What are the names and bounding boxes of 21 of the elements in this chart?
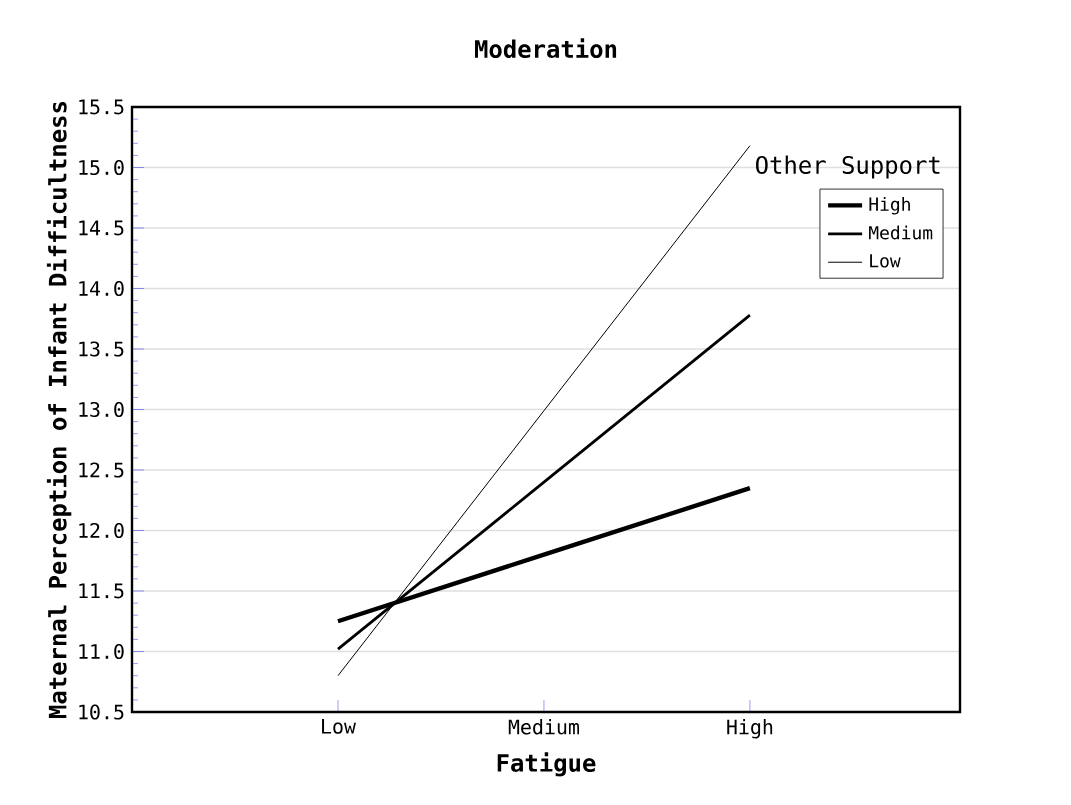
- chart-title: Moderation: [475, 38, 617, 59]
- y-tick-label: 11.0: [79, 643, 124, 660]
- x-tick-label: Medium: [508, 719, 579, 735]
- y-tick-label: 14.5: [79, 220, 124, 236]
- legend-label: High: [869, 197, 910, 215]
- y-tick-label: 15.5: [79, 99, 124, 115]
- legend-label: Medium: [869, 225, 933, 240]
- y-tick-label: 14.0: [79, 280, 124, 297]
- y-tick-label: 11.5: [79, 583, 124, 599]
- y-tick-label: 13.0: [79, 401, 124, 418]
- x-tick-label: High: [727, 719, 773, 739]
- legend-title: Other Support: [756, 155, 940, 179]
- y-tick-label: 12.0: [79, 522, 124, 539]
- y-tick-label: 12.5: [79, 462, 124, 478]
- x-axis-title: Fatigue: [497, 752, 596, 777]
- y-tick-label: 10.5: [79, 704, 124, 720]
- x-tick-label: Low: [322, 719, 356, 734]
- y-tick-label: 15.0: [79, 159, 124, 176]
- y-axis-title: Maternal Perception of Infant Difficultness: [46, 101, 72, 719]
- y-tick-label: 13.5: [79, 341, 124, 357]
- legend-label: Low: [870, 254, 901, 268]
